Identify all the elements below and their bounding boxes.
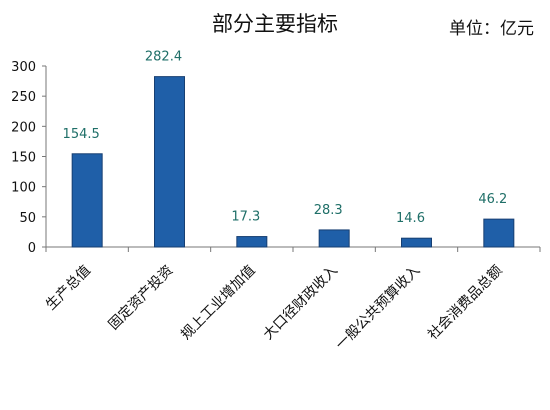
category-label: 规上工业增加值 [178, 263, 259, 344]
y-tick-label: 250 [11, 90, 36, 105]
chart-title: 部分主要指标 [212, 12, 338, 36]
y-tick-label: 300 [11, 60, 36, 75]
unit-label: 单位：亿元 [449, 19, 534, 39]
data-label: 154.5 [63, 127, 100, 142]
data-label: 28.3 [314, 203, 343, 218]
data-label: 17.3 [231, 210, 260, 225]
data-label: 46.2 [478, 192, 507, 207]
y-tick-label: 100 [11, 181, 36, 196]
category-label: 固定资产投资 [106, 263, 177, 334]
data-label: 14.6 [396, 211, 425, 226]
y-tick-label: 200 [11, 120, 36, 135]
bar [483, 218, 515, 248]
y-tick-label: 150 [11, 151, 36, 166]
category-label: 生产总值 [43, 263, 94, 314]
bar [236, 236, 268, 248]
category-label: 一般公共预算收入 [333, 263, 424, 354]
y-tick-label: 0 [28, 241, 36, 256]
category-label: 社会消费品总额 [425, 263, 506, 344]
y-tick-label: 50 [19, 211, 36, 226]
bar [401, 237, 432, 248]
bar [154, 76, 185, 248]
bar [71, 153, 103, 248]
bar [318, 229, 350, 248]
data-label: 282.4 [145, 50, 182, 65]
category-label: 大口径财政收入 [260, 263, 341, 344]
